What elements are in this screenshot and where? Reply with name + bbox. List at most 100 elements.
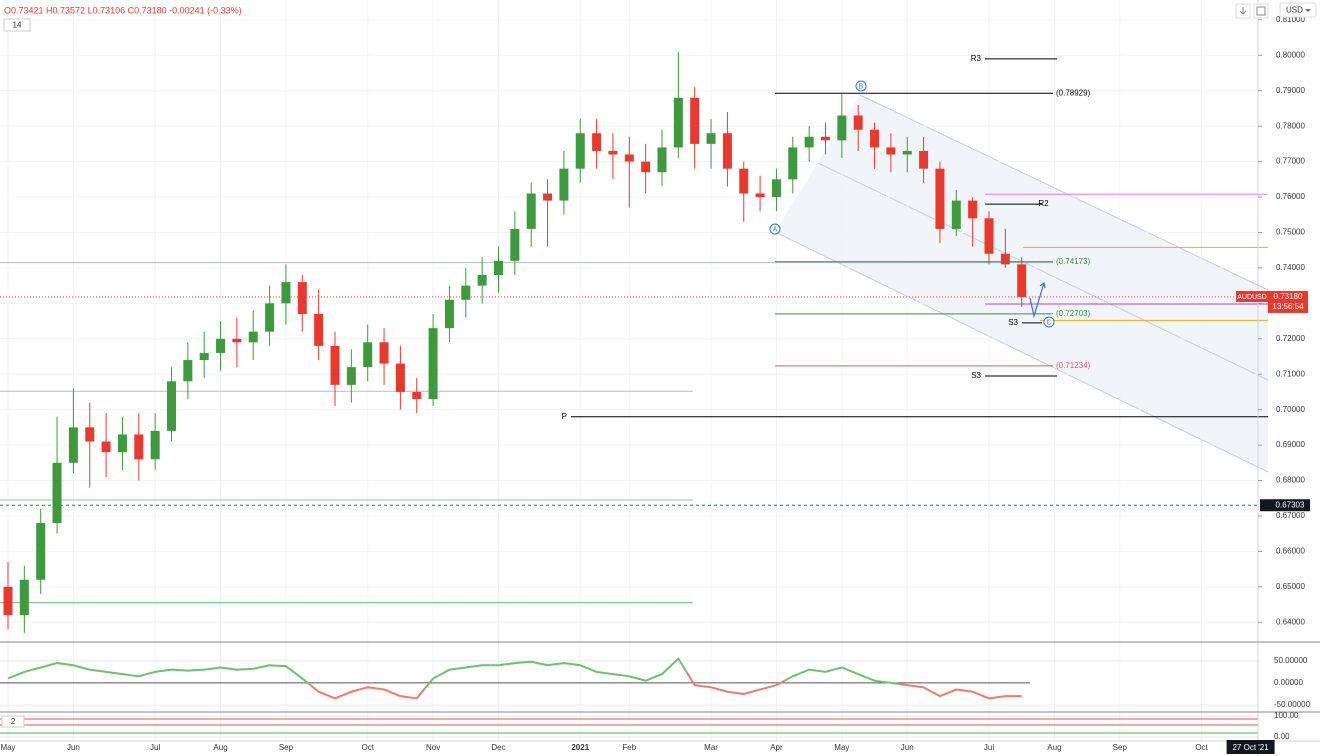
wave-text: C [1046,319,1051,326]
channel-line [774,94,1269,473]
candle-body [379,342,389,364]
x-tick-label: Mar [704,743,718,752]
wave-circle [1043,316,1055,328]
candle-body [543,193,553,201]
candle-body [330,345,340,385]
osc-line [571,663,589,670]
candle-body [134,434,144,460]
x-tick-label: Aug [213,743,227,752]
osc-line [997,695,1014,699]
candle-body [657,147,667,173]
osc-line [620,674,638,680]
osc-line [293,671,312,686]
candle-body [788,147,798,180]
x-tick-label: Jul [150,743,160,752]
osc-line [326,694,344,700]
candle-body [428,328,438,400]
x-tick-label: Apr [770,743,783,752]
candle-body [771,179,781,198]
x-tick-label: Feb [622,743,636,752]
candle-body [559,168,569,201]
osc-line [931,690,949,698]
candle-body [216,338,226,353]
pivot-label: (0.74173) [1056,257,1091,266]
candle-body [641,161,651,173]
osc-line [65,663,82,669]
osc-line [800,668,818,674]
candle-body [36,523,46,580]
crosshair-date-box [1226,740,1275,754]
candle-body [85,427,95,442]
osc-line [48,662,66,667]
alert-tag [1260,499,1310,512]
candle-body [722,133,732,169]
x-tick-label: Aug [1047,743,1061,752]
countdown-text: 13:56:54 [1272,302,1304,311]
osc-line [163,668,180,672]
candle-body [821,136,830,141]
symbol-tag [1236,290,1268,302]
x-tick-label: 27 Oct '21 [1232,743,1269,752]
candle-body [167,381,176,431]
candle-body [935,168,945,229]
pane-badge [1,715,25,728]
osc-line [342,688,360,696]
axes: 0.81000 0.80000 0.79000 0.78000 0.77000 0.760… [0,15,1311,754]
osc-line [915,685,933,693]
osc-tick-label: 0.00000 [1274,678,1303,687]
osc-line [32,664,50,671]
symbol-tag-text: AUDUSD [1237,294,1267,301]
x-tick-label: Jul [984,743,994,752]
candle-body [608,150,618,155]
candle-body [755,193,765,198]
candle-body [984,218,994,254]
pivot-label: S3 [971,371,981,380]
fullscreen-icon [1256,6,1266,16]
candle-body [52,462,62,524]
osc-line [130,673,148,678]
osc-line [964,689,982,696]
y-tick-label: 0.69000 [1276,440,1305,449]
osc-line [669,657,688,673]
y-tick-label: 0.64000 [1276,617,1305,626]
candle-body [526,193,536,229]
osc-line [751,686,769,693]
candle-body [494,260,503,275]
pivot-label: R3 [971,54,982,63]
x-tick-label: Jun [67,743,80,752]
pivot-label: (0.72703) [1056,309,1091,318]
levels: R3 (0.78929) R2 (0.74173) (0.72703) S3 (0.7123… [0,54,1268,604]
osc-line [359,686,377,691]
pane-badge-text: 2 [11,717,16,726]
osc-line [833,666,851,672]
osc-line [277,664,295,674]
osc-line [947,688,965,694]
currency-button[interactable] [1279,2,1317,18]
candle-body [444,299,454,329]
x-tick-label: Sep [279,743,294,752]
osc-line [735,690,753,695]
candle-body [395,363,405,392]
candle-body [853,115,863,130]
fullscreen-button[interactable] [1253,3,1269,19]
y-tick-label: 0.80000 [1276,50,1305,59]
pivot-label: R2 [1038,199,1049,208]
candle-body [412,391,422,400]
osc-tick-label: -50.00000 [1274,700,1311,709]
wave-label: C [1043,316,1055,328]
osc-line [245,666,262,671]
osc-line [81,666,99,672]
wave-circle [855,80,867,92]
candle-body [101,441,111,453]
y-tick-label: 0.65000 [1276,582,1305,591]
osc-line [490,663,507,667]
candle-body [870,129,880,148]
osc-line [980,694,998,700]
candle-body [919,150,929,169]
osc-line [424,673,442,690]
y-tick-label: 0.74000 [1276,263,1305,272]
candle-body [575,133,585,169]
y-tick-label: 0.68000 [1276,476,1305,485]
candle-body [1000,253,1010,265]
wave-label: A [769,223,781,235]
